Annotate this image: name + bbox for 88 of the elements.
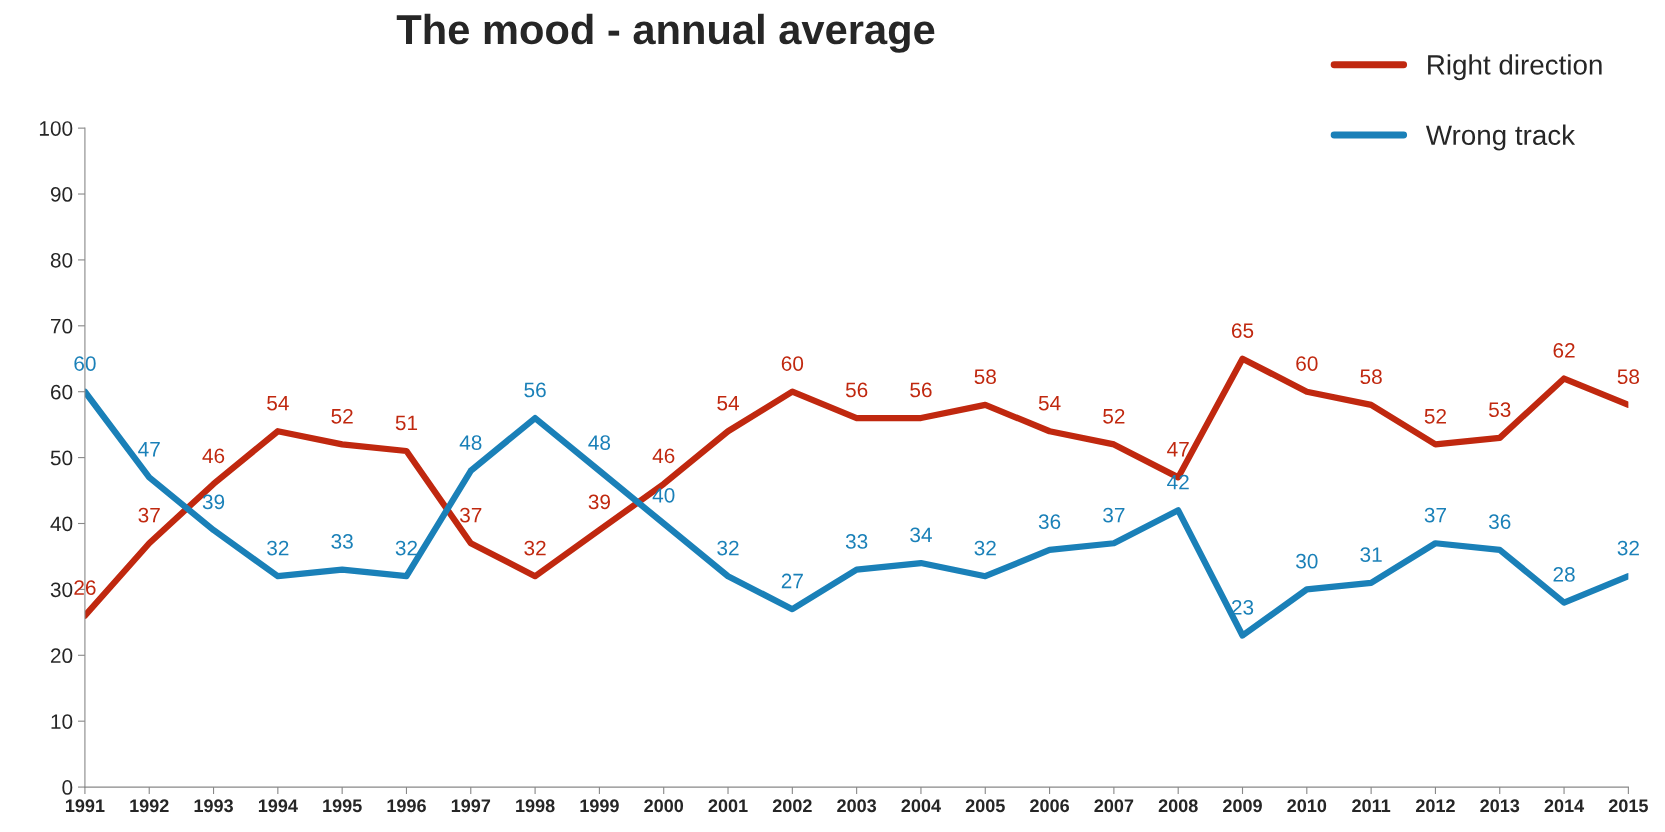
data-label: 27 [781, 573, 803, 589]
x-tick-label: 2004 [901, 799, 941, 813]
x-tick-label: 2007 [1094, 799, 1134, 813]
data-label: 37 [138, 507, 160, 523]
data-label: 58 [1617, 369, 1640, 385]
x-tick-label: 2012 [1415, 799, 1455, 813]
x-tick-label: 1995 [323, 799, 362, 813]
data-label: 65 [1231, 323, 1254, 338]
x-tick-label: 2011 [1352, 799, 1391, 813]
y-tick-label: 30 [50, 582, 73, 598]
data-label: 32 [395, 540, 418, 556]
x-tick-label: 2006 [1030, 799, 1070, 813]
data-label: 56 [910, 382, 932, 398]
data-label: 58 [974, 369, 996, 385]
x-tick-label: 2009 [1223, 799, 1262, 813]
data-label: 31 [1360, 547, 1382, 563]
data-label: 56 [524, 382, 546, 398]
data-label: 32 [1617, 540, 1639, 556]
y-tick-label: 40 [50, 516, 73, 532]
y-tick-label: 100 [39, 121, 73, 136]
chart-title: The mood - annual average [396, 13, 935, 53]
data-label: 52 [331, 408, 353, 424]
x-tick-label: 2005 [965, 799, 1005, 813]
data-label: 62 [1553, 342, 1575, 358]
x-tick-label: 1994 [258, 799, 298, 813]
x-tick-label: 1993 [194, 799, 233, 813]
x-tick-label: 1998 [516, 799, 555, 813]
y-tick-label: 60 [51, 384, 73, 400]
data-label: 34 [910, 527, 932, 543]
data-label: 54 [1038, 395, 1061, 411]
data-label: 56 [845, 382, 868, 398]
data-label: 40 [652, 487, 675, 503]
data-label: 60 [1296, 356, 1318, 371]
x-tick-label: 2000 [644, 799, 684, 813]
data-label: 46 [202, 448, 225, 464]
x-tick-label: 1997 [451, 799, 491, 813]
data-label: 33 [845, 534, 868, 549]
data-label: 42 [1167, 474, 1189, 490]
data-label: 48 [588, 435, 611, 450]
data-label: 26 [74, 580, 96, 595]
x-tick-label: 2003 [837, 799, 877, 813]
data-label: 32 [524, 540, 546, 556]
data-label: 53 [1489, 402, 1511, 418]
x-tick-label: 2013 [1480, 799, 1520, 813]
data-label: 39 [202, 494, 225, 510]
x-tick-label: 2010 [1287, 799, 1327, 813]
data-label: 47 [138, 442, 160, 457]
data-label: 30 [1296, 553, 1318, 569]
x-tick-label: 2014 [1544, 799, 1585, 813]
data-label: 54 [267, 395, 289, 411]
data-label: 39 [588, 494, 610, 510]
x-tick-label: 1996 [387, 799, 426, 813]
data-label: 37 [459, 507, 482, 523]
x-tick-label: 2001 [708, 799, 748, 813]
y-tick-label: 70 [51, 318, 73, 334]
data-label: 60 [74, 356, 96, 371]
x-tick-label: 2008 [1158, 799, 1198, 813]
data-label: 28 [1553, 567, 1575, 582]
x-tick-label: 1991 [65, 799, 105, 813]
data-label: 60 [781, 356, 804, 371]
y-tick-label: 90 [50, 187, 73, 202]
legend-label: Wrong track [1425, 124, 1576, 151]
data-label: 52 [1103, 408, 1125, 424]
x-tick-label: 1992 [130, 799, 169, 813]
y-tick-label: 20 [50, 648, 73, 664]
data-label: 58 [1360, 369, 1382, 385]
x-tick-label: 2002 [772, 799, 812, 813]
data-label: 32 [974, 540, 996, 556]
y-tick-label: 10 [51, 714, 73, 729]
data-label: 32 [717, 540, 739, 556]
data-label: 51 [395, 415, 418, 431]
data-label: 46 [652, 448, 675, 464]
y-tick-label: 50 [50, 450, 73, 466]
data-label: 37 [1424, 507, 1446, 523]
data-label: 32 [267, 540, 289, 556]
data-label: 36 [1488, 514, 1511, 530]
data-label: 54 [717, 395, 739, 411]
data-label: 48 [459, 435, 482, 450]
y-tick-label: 80 [50, 252, 73, 268]
data-label: 47 [1167, 442, 1189, 457]
x-tick-label: 1999 [580, 799, 619, 813]
data-label: 33 [331, 534, 353, 549]
legend-label: Right direction [1428, 54, 1602, 81]
x-tick-label: 2015 [1608, 799, 1648, 813]
data-label: 37 [1103, 507, 1125, 523]
data-label: 52 [1424, 408, 1446, 424]
data-label: 36 [1038, 514, 1061, 530]
y-tick-label: 0 [62, 780, 73, 795]
